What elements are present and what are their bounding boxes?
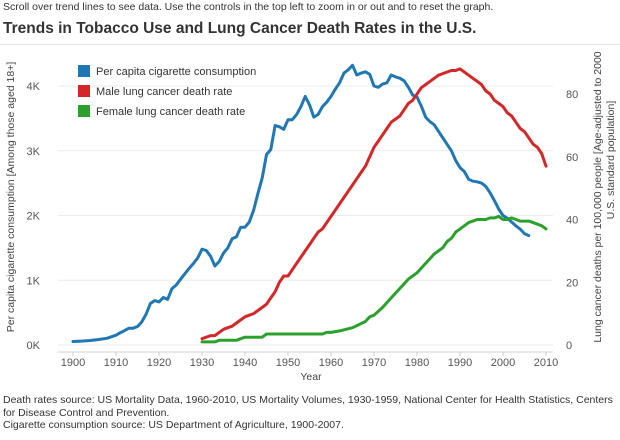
y-left-axis-title: Per capita cigarette consumption [Among … <box>5 62 17 333</box>
y-right-tick-label: 80 <box>566 89 578 101</box>
y-right-axis-title-line2: U.S. standard population] <box>605 101 617 220</box>
y-left-tick-label: 0K <box>27 340 41 352</box>
legend-label-cigarettes: Per capita cigarette consumption <box>96 66 256 78</box>
y-right-tick-label: 60 <box>566 152 578 164</box>
legend-label-male: Male lung cancer death rate <box>96 86 232 98</box>
page-title: Trends in Tobacco Use and Lung Cancer De… <box>3 20 477 37</box>
x-tick-label: 1990 <box>448 357 472 369</box>
x-axis-title: Year <box>300 371 322 383</box>
footnote-cigarette-source: Cigarette consumption source: US Departm… <box>3 419 344 431</box>
x-tick-label: 1920 <box>147 357 171 369</box>
x-tick-label: 1970 <box>362 357 386 369</box>
y-left-axis-ticks: 0K 1K 2K 3K 4K <box>27 81 41 352</box>
y-left-tick-label: 3K <box>27 146 41 158</box>
x-tick-label: 1900 <box>61 357 85 369</box>
series-lines[interactable] <box>71 63 548 344</box>
footnote-death-rates-source: Death rates source: US Mortality Data, 1… <box>3 394 613 419</box>
y-right-tick-label: 40 <box>566 215 578 227</box>
series-line-female-death-rate[interactable] <box>200 214 548 344</box>
x-axis-ticks: 1900 1910 1920 1930 1940 1950 1960 1970 1980 1990… <box>61 352 558 369</box>
y-right-axis-title-line1: Lung cancer deaths per 100,000 people [A… <box>592 51 604 342</box>
x-tick-label: 1940 <box>233 357 257 369</box>
chart[interactable]: 1900 1910 1920 1930 1940 1950 1960 1970 1980 1990… <box>0 45 620 390</box>
legend-swatch-male <box>78 85 90 97</box>
x-tick-label: 2000 <box>491 357 515 369</box>
y-right-tick-label: 20 <box>566 277 578 289</box>
footnotes: Death rates source: US Mortality Data, 1… <box>3 394 615 432</box>
legend: Per capita cigarette consumption Male lu… <box>78 65 256 118</box>
series-line-cigarette-consumption[interactable] <box>71 63 531 343</box>
x-tick-label: 1980 <box>405 357 429 369</box>
x-tick-label: 1930 <box>190 357 214 369</box>
legend-label-female: Female lung cancer death rate <box>96 106 245 118</box>
series-line-male-death-rate[interactable] <box>200 67 548 341</box>
x-tick-label: 1950 <box>276 357 300 369</box>
y-left-tick-label: 4K <box>27 81 41 93</box>
x-tick-label: 1960 <box>319 357 343 369</box>
y-left-tick-label: 1K <box>27 275 41 287</box>
y-right-axis-ticks: 0 20 40 60 80 <box>566 89 578 352</box>
x-tick-label: 2010 <box>534 357 558 369</box>
chart-gridlines <box>58 85 553 346</box>
x-tick-label: 1910 <box>104 357 128 369</box>
legend-swatch-female <box>78 105 90 117</box>
legend-swatch-cigarettes <box>78 65 90 77</box>
y-left-tick-label: 2K <box>27 211 41 223</box>
y-right-tick-label: 0 <box>566 340 572 352</box>
instructions-text: Scroll over trend lines to see data. Use… <box>3 1 494 13</box>
title-divider <box>0 44 620 45</box>
